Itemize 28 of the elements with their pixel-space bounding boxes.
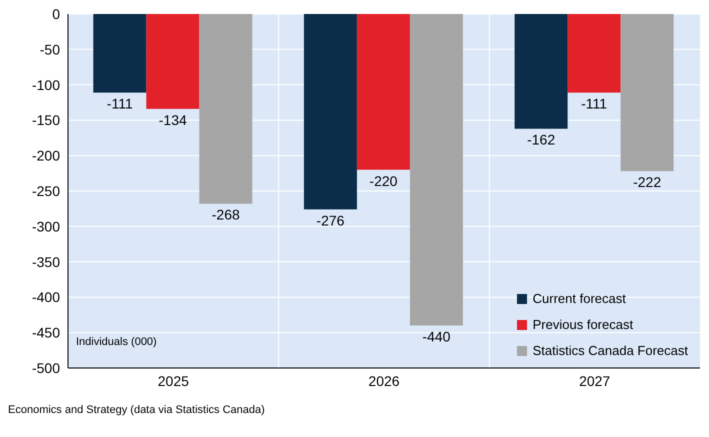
text: Economics and Strategy (data via Statistics Canada) [8,404,266,416]
data-label: -111 [581,96,608,112]
data-label: -268 [212,206,240,223]
y-tick-label: -100 [32,76,60,93]
x-tick-label: 2027 [579,372,610,389]
data-label: -222 [633,174,662,190]
y-tick-label: -450 [32,324,60,341]
y-tick-label: -200 [32,148,60,164]
y-tick-label: -50 [40,41,60,58]
legend-label: Previous forecast [532,316,634,334]
data-label: -111 [106,96,133,112]
data-label: -440 [422,328,451,345]
data-label: -220 [369,172,398,189]
data-label: -276 [316,212,345,228]
annotation: Individuals (000) [76,336,157,348]
data-label: -162 [527,132,556,148]
x-tick-label: 2025 [158,372,190,389]
y-tick-label: -350 [32,254,60,270]
legend-label: Statistics Canada Forecast [532,342,688,360]
legend-label: Current forecast [532,290,626,308]
y-tick-label: -300 [32,218,60,234]
y-tick-label: -400 [32,289,60,306]
y-tick-label: -250 [32,182,60,199]
y-tick-label: -150 [32,112,60,128]
x-tick-label: 2026 [368,372,400,389]
y-tick-label: -500 [32,360,60,376]
data-label: -134 [158,112,187,128]
y-tick-label: 0 [52,6,60,22]
